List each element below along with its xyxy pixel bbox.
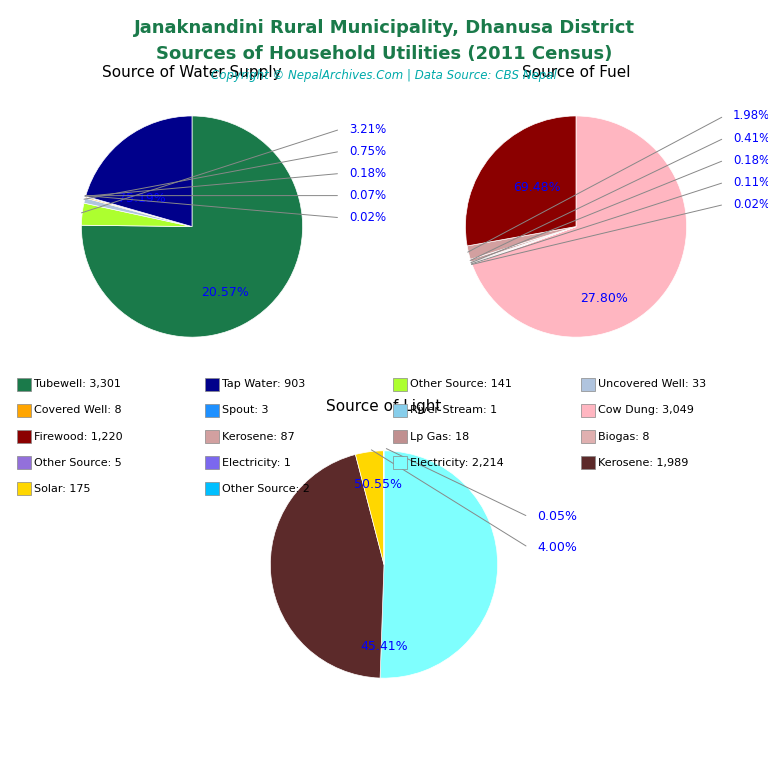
Title: Source of Fuel: Source of Fuel <box>521 65 631 80</box>
Text: 0.18%: 0.18% <box>349 167 386 180</box>
Text: Firewood: 1,220: Firewood: 1,220 <box>34 432 122 442</box>
Wedge shape <box>472 227 576 263</box>
Text: Other Source: 2: Other Source: 2 <box>222 484 310 494</box>
Text: 0.41%: 0.41% <box>733 131 768 144</box>
Text: 69.48%: 69.48% <box>514 181 561 194</box>
Wedge shape <box>84 198 192 227</box>
Wedge shape <box>465 116 576 246</box>
Text: 20.57%: 20.57% <box>201 286 249 300</box>
Text: 0.11%: 0.11% <box>733 176 768 189</box>
Title: Source of Water Supply: Source of Water Supply <box>102 65 282 80</box>
Text: Janaknandini Rural Municipality, Dhanusa District: Janaknandini Rural Municipality, Dhanusa… <box>134 19 634 37</box>
Wedge shape <box>470 227 576 262</box>
Wedge shape <box>85 197 192 227</box>
Text: Electricity: 1: Electricity: 1 <box>222 458 291 468</box>
Text: 45.41%: 45.41% <box>360 640 408 653</box>
Text: Biogas: 8: Biogas: 8 <box>598 432 650 442</box>
Text: Kerosene: 87: Kerosene: 87 <box>222 432 295 442</box>
Text: 50.55%: 50.55% <box>354 478 402 492</box>
Text: Covered Well: 8: Covered Well: 8 <box>34 406 121 415</box>
Wedge shape <box>81 116 303 337</box>
Title: Source of Light: Source of Light <box>326 399 442 414</box>
Text: 0.18%: 0.18% <box>733 154 768 167</box>
Text: 3.21%: 3.21% <box>349 123 386 136</box>
Text: Cow Dung: 3,049: Cow Dung: 3,049 <box>598 406 694 415</box>
Text: 75.19%: 75.19% <box>118 193 166 205</box>
Wedge shape <box>86 116 192 227</box>
Text: 0.75%: 0.75% <box>349 145 386 158</box>
Text: 0.07%: 0.07% <box>349 189 386 202</box>
Wedge shape <box>85 197 192 227</box>
Wedge shape <box>472 227 576 264</box>
Text: Solar: 175: Solar: 175 <box>34 484 91 494</box>
Text: 27.80%: 27.80% <box>580 292 627 305</box>
Text: Copyright © NepalArchives.Com | Data Source: CBS Nepal: Copyright © NepalArchives.Com | Data Sou… <box>211 69 557 82</box>
Text: River Stream: 1: River Stream: 1 <box>410 406 497 415</box>
Text: 0.02%: 0.02% <box>733 198 768 211</box>
Text: Other Source: 141: Other Source: 141 <box>410 379 512 389</box>
Text: Electricity: 2,214: Electricity: 2,214 <box>410 458 504 468</box>
Wedge shape <box>380 451 498 678</box>
Text: Tubewell: 3,301: Tubewell: 3,301 <box>34 379 121 389</box>
Wedge shape <box>81 203 192 227</box>
Text: 4.00%: 4.00% <box>538 541 578 554</box>
Text: 0.05%: 0.05% <box>538 510 578 523</box>
Wedge shape <box>85 196 192 227</box>
Wedge shape <box>356 451 384 564</box>
Wedge shape <box>472 227 576 264</box>
Text: Uncovered Well: 33: Uncovered Well: 33 <box>598 379 707 389</box>
Text: Sources of Household Utilities (2011 Census): Sources of Household Utilities (2011 Cen… <box>156 45 612 62</box>
Text: Tap Water: 903: Tap Water: 903 <box>222 379 305 389</box>
Text: 0.02%: 0.02% <box>349 211 386 224</box>
Text: Kerosene: 1,989: Kerosene: 1,989 <box>598 458 689 468</box>
Wedge shape <box>467 227 576 260</box>
Wedge shape <box>270 455 384 678</box>
Text: Spout: 3: Spout: 3 <box>222 406 269 415</box>
Text: 1.98%: 1.98% <box>733 110 768 122</box>
Wedge shape <box>472 116 687 337</box>
Text: Other Source: 5: Other Source: 5 <box>34 458 121 468</box>
Text: Lp Gas: 18: Lp Gas: 18 <box>410 432 469 442</box>
